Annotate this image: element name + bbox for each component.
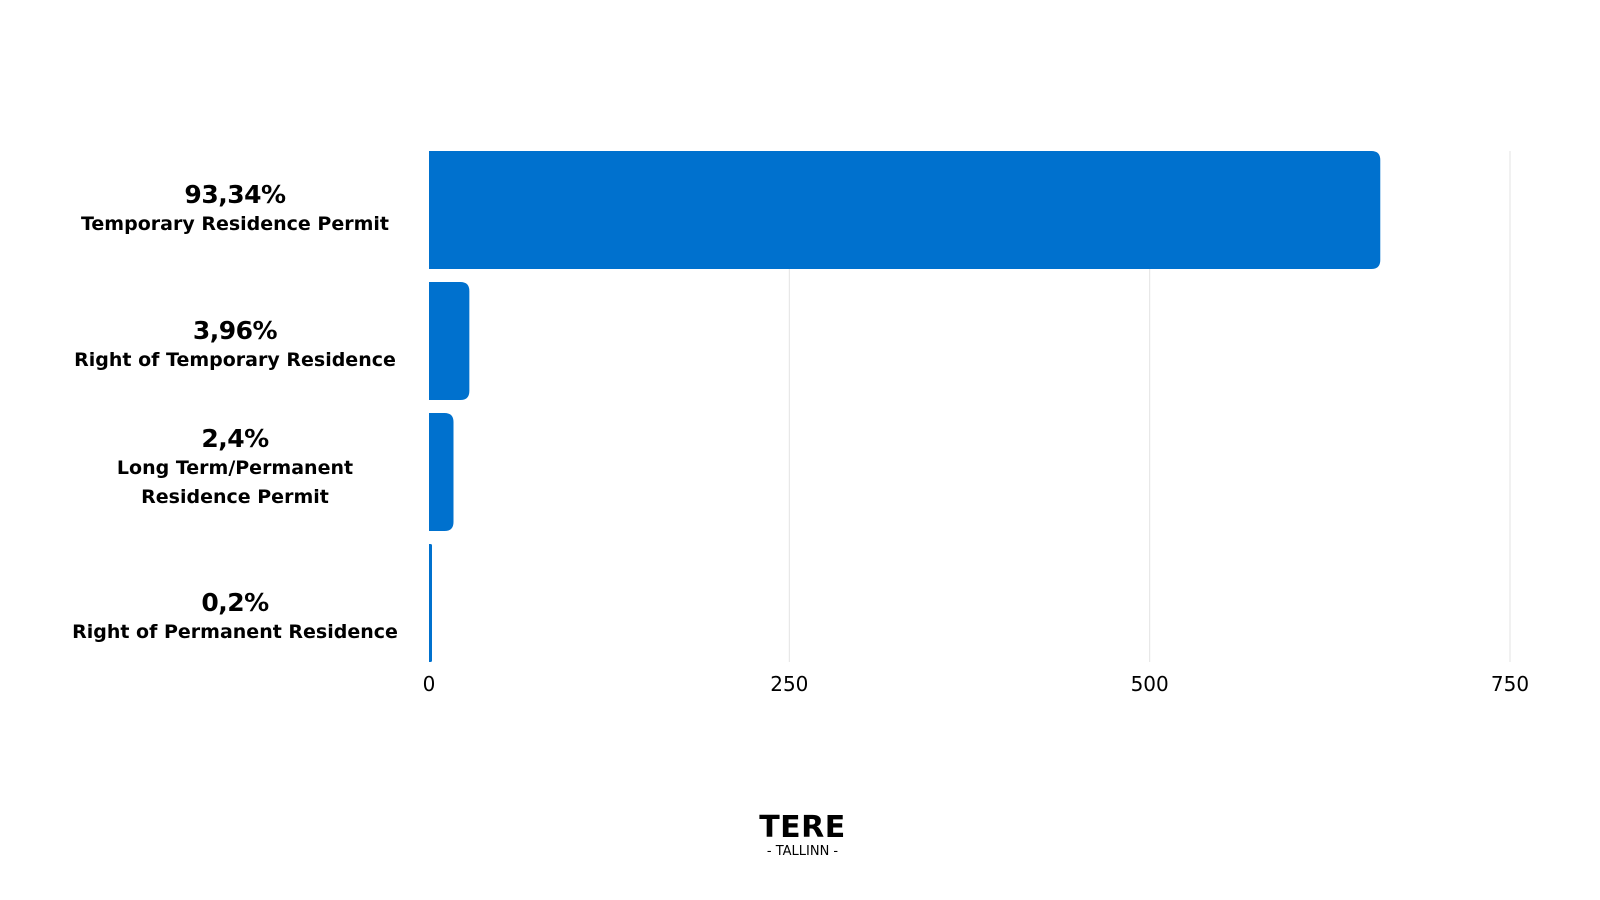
bar bbox=[429, 544, 432, 662]
logo-subtitle: - TALLINN - bbox=[766, 844, 839, 859]
logo-wordmark: TERE bbox=[759, 810, 846, 845]
category-label: 93,34% Temporary Residence Permit bbox=[40, 180, 430, 239]
x-tick-label: 750 bbox=[1491, 672, 1529, 696]
bar bbox=[429, 151, 1381, 269]
category-percent: 3,96% bbox=[192, 316, 278, 345]
category-name: Temporary Residence Permit bbox=[80, 213, 390, 235]
category-name: Residence Permit bbox=[141, 486, 329, 508]
category-label: 2,4% Long Term/Permanent Residence Permit bbox=[40, 424, 430, 512]
bar bbox=[429, 282, 470, 400]
category-percent: 93,34% bbox=[184, 180, 286, 209]
category-percent: 2,4% bbox=[201, 424, 269, 453]
category-label: 3,96% Right of Temporary Residence bbox=[40, 316, 430, 375]
category-name: Long Term/Permanent bbox=[116, 457, 354, 479]
category-label: 0,2% Right of Permanent Residence bbox=[40, 588, 430, 647]
logo: TERE - TALLINN - bbox=[700, 812, 905, 860]
category-name: Right of Temporary Residence bbox=[74, 349, 396, 371]
category-percent: 0,2% bbox=[201, 588, 269, 617]
x-tick-label: 0 bbox=[423, 672, 436, 696]
category-name: Right of Permanent Residence bbox=[72, 621, 398, 643]
bar bbox=[429, 413, 454, 531]
x-tick-label: 500 bbox=[1131, 672, 1169, 696]
x-tick-label: 250 bbox=[770, 672, 808, 696]
